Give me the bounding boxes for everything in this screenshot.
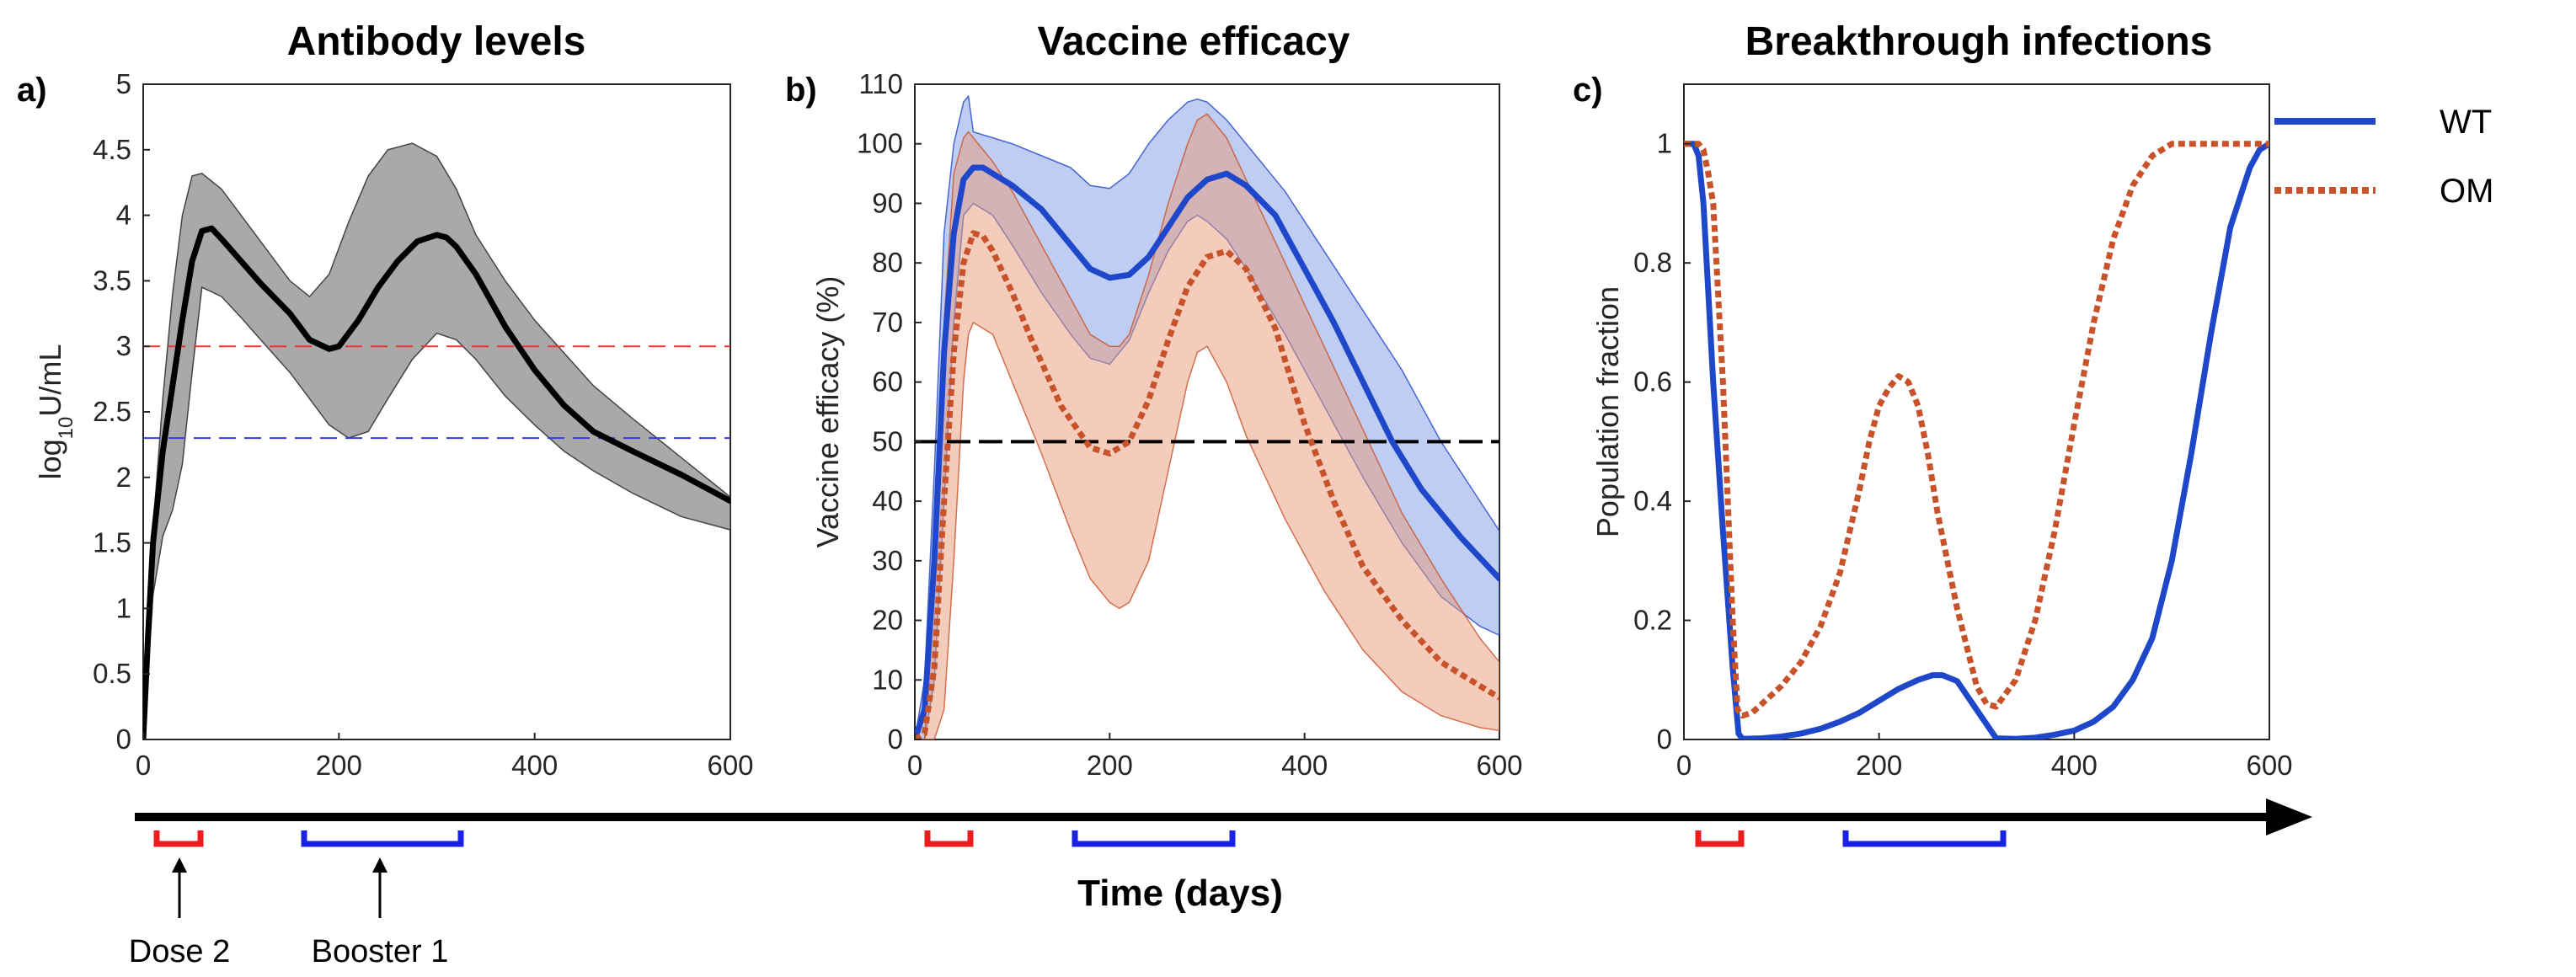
booster-bracket	[1842, 830, 2007, 847]
x-tick-label: 200	[1856, 750, 1902, 781]
y-tick-label: 30	[872, 545, 903, 576]
y-tick-label: 0.5	[93, 658, 131, 689]
dose-bracket	[153, 830, 204, 847]
y-tick-label: 1	[1657, 128, 1672, 159]
y-tick-label: 1.5	[93, 527, 131, 558]
y-tick-label: 4.5	[93, 134, 131, 165]
panel-b-plot-area	[915, 94, 1499, 739]
x-tick-label: 200	[316, 750, 362, 781]
y-tick-label: 3	[116, 330, 131, 361]
booster-bracket	[301, 830, 464, 847]
y-tick-label: 60	[872, 366, 903, 398]
y-tick-label: 10	[872, 664, 903, 695]
panel-b-ylabel: Vaccine efficacy (%)	[810, 276, 845, 548]
legend-om-label: OM	[2440, 173, 2493, 210]
y-tick-label: 40	[872, 485, 903, 516]
panel-c-ticks: 0 200 400 600 0 0.2 0.4 0.6 0.8 1	[1633, 128, 2292, 781]
dose-bracket	[1695, 830, 1745, 847]
panel-a-plot-area	[143, 142, 730, 739]
y-tick-label: 0	[888, 723, 903, 755]
y-tick-label: 110	[858, 68, 903, 99]
panel-c-plot-area	[1684, 141, 2269, 739]
confidence-band-antibody	[143, 142, 730, 739]
dose-arrow-head	[172, 857, 187, 873]
y-tick-label: 0	[1657, 723, 1672, 755]
x-tick-label: 0	[136, 750, 151, 781]
booster-arrow-head	[372, 857, 387, 873]
x-tick-label: 400	[2051, 750, 2098, 781]
y-tick-label: 80	[872, 247, 903, 278]
x-tick-label: 0	[1676, 750, 1692, 781]
y-tick-label: 1	[116, 592, 131, 623]
panel-c-label: c)	[1573, 72, 1603, 109]
x-tick-label: 200	[1087, 750, 1133, 781]
panel-b-ticks: 0 200 400 600 0 10 20 30 40 50 60 70 80 90 100 110	[857, 68, 1523, 781]
series-line-om	[915, 230, 1499, 739]
y-tick-label: 4	[116, 200, 131, 231]
y-tick-label: 50	[872, 425, 903, 456]
series-line-antibody	[143, 225, 730, 739]
panel-a-label: a)	[17, 72, 47, 109]
confidence-band-om	[915, 113, 1499, 739]
timeline-brackets	[153, 830, 2007, 847]
timeline-xlabel: Time (days)	[1077, 873, 1283, 914]
y-tick-label: 2	[116, 462, 131, 493]
x-tick-label: 400	[1281, 750, 1328, 781]
timeline: Dose 2 Booster 1 Time (days)	[129, 798, 2312, 969]
x-tick-label: 600	[1476, 750, 1522, 781]
series-line-om	[1684, 141, 2269, 719]
panel-a-ylabel: log10U/mL	[33, 344, 77, 480]
y-tick-label: 20	[872, 605, 903, 636]
y-tick-label: 0	[116, 723, 131, 755]
y-tick-label: 0.6	[1633, 366, 1672, 398]
legend-wt-label: WT	[2440, 104, 2492, 141]
panel-c: Breakthrough infections c) 0 200 400 600 0 0.…	[1573, 19, 2293, 781]
panel-a-title: Antibody levels	[287, 19, 586, 64]
series-line-wt	[915, 164, 1499, 739]
dose-bracket	[924, 830, 974, 847]
panel-b: Vaccine efficacy b) 0 200 400 600 0 10 20 30 40 5…	[785, 19, 1523, 781]
y-tick-label: 0.8	[1633, 247, 1672, 278]
booster-label: Booster 1	[312, 934, 449, 969]
y-tick-label: 70	[872, 307, 903, 338]
x-tick-label: 0	[907, 750, 922, 781]
panel-c-title: Breakthrough infections	[1745, 19, 2213, 64]
y-tick-label: 2.5	[93, 396, 131, 427]
panel-b-title: Vaccine efficacy	[1038, 19, 1350, 64]
timeline-arrowhead	[2266, 798, 2312, 836]
panel-a-ticks: 0 200 400 600 0 0.5 1 1.5 2 2.5 3 3.5 4 4.5 5	[93, 68, 753, 781]
dose-label: Dose 2	[129, 934, 230, 969]
y-tick-label: 5	[116, 68, 131, 99]
y-tick-label: 90	[872, 187, 903, 218]
panel-b-label: b)	[785, 72, 817, 109]
x-tick-label: 400	[511, 750, 558, 781]
panel-c-ylabel: Population fraction	[1590, 286, 1625, 537]
y-tick-label: 3.5	[93, 264, 131, 296]
legend: WT OM	[2274, 104, 2493, 210]
panel-c-axes-box	[1683, 83, 2270, 740]
x-tick-label: 600	[707, 750, 753, 781]
booster-bracket	[1072, 830, 1236, 847]
y-tick-label: 100	[857, 128, 903, 159]
panel-a: Antibody levels a) 0 200 400 600 0 0.5 1 1.5 2 2.…	[17, 19, 754, 781]
y-tick-label: 0.4	[1633, 485, 1672, 516]
y-tick-label: 0.2	[1633, 605, 1672, 636]
x-tick-label: 600	[2246, 750, 2292, 781]
